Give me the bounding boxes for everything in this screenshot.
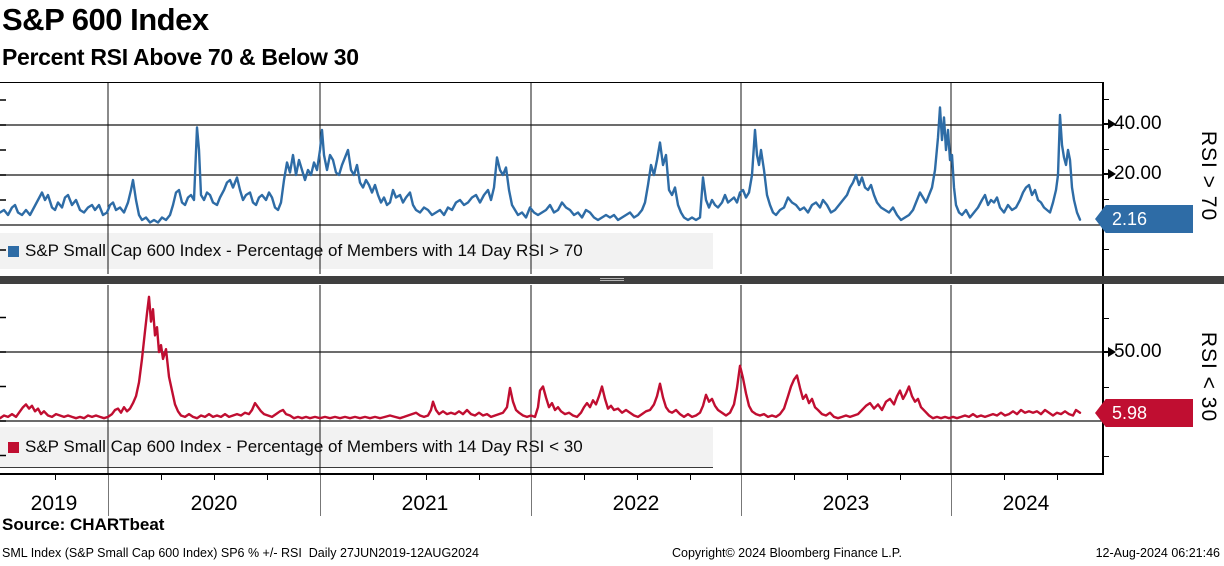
y-tick-minor — [1102, 386, 1109, 388]
last-value-text: 2.16 — [1112, 209, 1148, 229]
y-axis-label: 20.00 — [1114, 163, 1162, 184]
y-axis-label: 50.00 — [1114, 341, 1162, 362]
x-quarter-tick — [1057, 474, 1058, 480]
y-tick-arrow — [1108, 169, 1116, 179]
y-tick-minor — [1102, 317, 1109, 319]
y-tick-minor — [1102, 99, 1109, 100]
x-quarter-tick — [55, 474, 56, 480]
x-quarter-tick — [637, 474, 638, 480]
x-axis-line — [0, 473, 1104, 475]
y-tick-minor — [1102, 455, 1109, 457]
y-tick-minor — [1102, 249, 1109, 250]
legend-label: S&P Small Cap 600 Index - Percentage of … — [25, 241, 583, 260]
x-quarter-tick — [161, 474, 162, 480]
y-tick-minor — [1102, 149, 1109, 150]
legend-swatch-red — [8, 441, 19, 453]
x-quarter-tick — [584, 474, 585, 480]
y-tick — [1102, 123, 1108, 125]
x-year-tick — [741, 474, 742, 516]
x-quarter-tick — [267, 474, 268, 480]
x-year-label: 2022 — [612, 492, 660, 515]
panel-resize-handle[interactable] — [600, 277, 624, 283]
x-year-tick — [320, 474, 321, 516]
x-quarter-tick — [373, 474, 374, 480]
chart-description: SML Index (S&P Small Cap 600 Index) SP6 … — [2, 546, 479, 560]
x-year-label: 2021 — [401, 492, 449, 515]
legend-rsi-below-30[interactable]: S&P Small Cap 600 Index - Percentage of … — [0, 427, 713, 468]
x-year-label: 2023 — [822, 492, 870, 515]
source-label: Source: CHARTbeat — [2, 515, 165, 534]
legend-label: S&P Small Cap 600 Index - Percentage of … — [25, 437, 583, 456]
x-quarter-tick — [900, 474, 901, 480]
legend-rsi-above-70[interactable]: S&P Small Cap 600 Index - Percentage of … — [0, 233, 713, 269]
legend-swatch-blue — [8, 245, 19, 257]
last-value-badge-blue: 2.16 — [1095, 205, 1193, 233]
y-axis-label: 40.00 — [1114, 113, 1162, 134]
x-quarter-tick — [794, 474, 795, 480]
axis-title-rsi-above-70: RSI > 70 — [1197, 130, 1220, 222]
y-tick — [1102, 351, 1108, 353]
x-year-tick — [951, 474, 952, 516]
axis-title-rsi-below-30: RSI < 30 — [1197, 331, 1220, 423]
last-value-badge-red: 5.98 — [1095, 399, 1193, 427]
timestamp: 12-Aug-2024 06:21:46 — [1095, 546, 1220, 560]
y-tick-minor — [1102, 199, 1109, 200]
x-year-label: 2020 — [190, 492, 238, 515]
x-year-label: 2024 — [1002, 492, 1050, 515]
x-quarter-tick — [690, 474, 691, 480]
x-quarter-tick — [847, 474, 848, 480]
series-line — [0, 295, 1082, 420]
panel-divider — [0, 276, 1224, 284]
y-tick-arrow — [1108, 347, 1116, 357]
x-year-tick — [531, 474, 532, 516]
page-subtitle: Percent RSI Above 70 & Below 30 — [2, 44, 359, 70]
x-year-tick — [108, 474, 109, 516]
y-tick — [1102, 173, 1108, 175]
x-quarter-tick — [1004, 474, 1005, 480]
series-line — [0, 106, 1082, 224]
x-quarter-tick — [426, 474, 427, 480]
x-quarter-tick — [214, 474, 215, 480]
copyright: Copyright© 2024 Bloomberg Finance L.P. — [672, 546, 902, 560]
x-year-label: 2019 — [30, 492, 78, 515]
page-title: S&P 600 Index — [2, 2, 209, 37]
y-tick-arrow — [1108, 119, 1116, 129]
last-value-text: 5.98 — [1112, 403, 1148, 423]
x-quarter-tick — [479, 474, 480, 480]
